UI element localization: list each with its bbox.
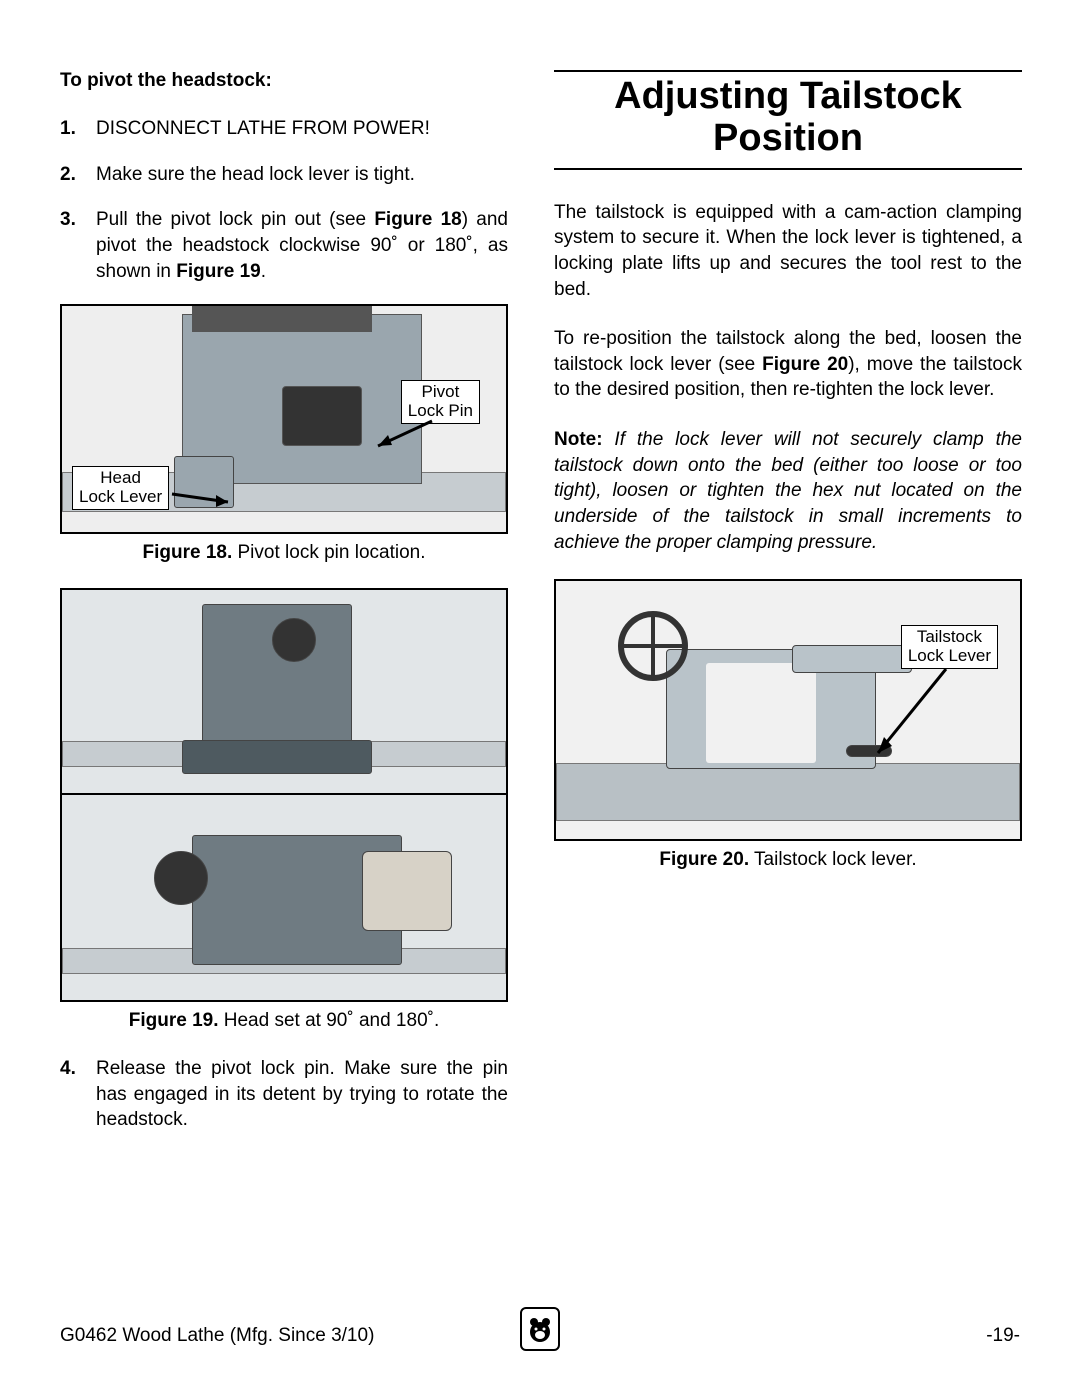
footer-page-number: -19- xyxy=(986,1325,1020,1347)
step-text: Pull the pivot lock pin out (see Figure … xyxy=(96,207,508,284)
title-rule xyxy=(554,168,1022,170)
left-column: To pivot the headstock: 1. DISCONNECT LA… xyxy=(60,70,508,1280)
figure-18: Pivot Lock Pin Head Lock Lever xyxy=(60,304,508,534)
pivot-heading: To pivot the headstock: xyxy=(60,70,508,92)
step-num: 4. xyxy=(60,1056,96,1133)
tailstock-p1: The tailstock is equipped with a cam-act… xyxy=(554,200,1022,303)
fig20-ref: Figure 20 xyxy=(762,354,848,375)
pivot-steps-cont: 4. Release the pivot lock pin. Make sure… xyxy=(60,1056,508,1133)
figure-19 xyxy=(60,588,508,1002)
figure-20: Tailstock Lock Lever xyxy=(554,579,1022,841)
section-title: Adjusting Tailstock Position xyxy=(554,76,1022,160)
fig18-arrows xyxy=(62,306,506,532)
fig19-top-pane xyxy=(62,590,506,795)
tailstock-p2: To re-position the tailstock along the b… xyxy=(554,326,1022,403)
page-footer: G0462 Wood Lathe (Mfg. Since 3/10) -19- xyxy=(60,1325,1020,1347)
step-text: DISCONNECT LATHE FROM POWER! xyxy=(96,116,508,142)
right-column: Adjusting Tailstock Position The tailsto… xyxy=(554,70,1022,1280)
footer-logo xyxy=(520,1307,560,1351)
step-num: 1. xyxy=(60,116,96,142)
bear-icon xyxy=(520,1307,560,1351)
figure-19-caption: Figure 19. Head set at 90˚ and 180˚. xyxy=(60,1010,508,1032)
step-3: 3. Pull the pivot lock pin out (see Figu… xyxy=(60,207,508,284)
step-num: 2. xyxy=(60,162,96,188)
fig18-ref: Figure 18 xyxy=(374,209,461,230)
step-2: 2. Make sure the head lock lever is tigh… xyxy=(60,162,508,188)
pivot-steps: 1. DISCONNECT LATHE FROM POWER! 2. Make … xyxy=(60,116,508,284)
step-4: 4. Release the pivot lock pin. Make sure… xyxy=(60,1056,508,1133)
fig19-bottom-pane xyxy=(62,795,506,1000)
step-num: 3. xyxy=(60,207,96,284)
step-text: Make sure the head lock lever is tight. xyxy=(96,162,508,188)
footer-left: G0462 Wood Lathe (Mfg. Since 3/10) xyxy=(60,1325,374,1347)
figure-18-caption: Figure 18. Pivot lock pin location. xyxy=(60,542,508,564)
fig19-ref: Figure 19 xyxy=(176,261,260,282)
tailstock-note: Note: If the lock lever will not securel… xyxy=(554,427,1022,555)
figure-20-caption: Figure 20. Tailstock lock lever. xyxy=(554,849,1022,871)
step-1: 1. DISCONNECT LATHE FROM POWER! xyxy=(60,116,508,142)
step-text: Release the pivot lock pin. Make sure th… xyxy=(96,1056,508,1133)
fig20-arrow xyxy=(556,581,1020,839)
title-rule xyxy=(554,70,1022,72)
